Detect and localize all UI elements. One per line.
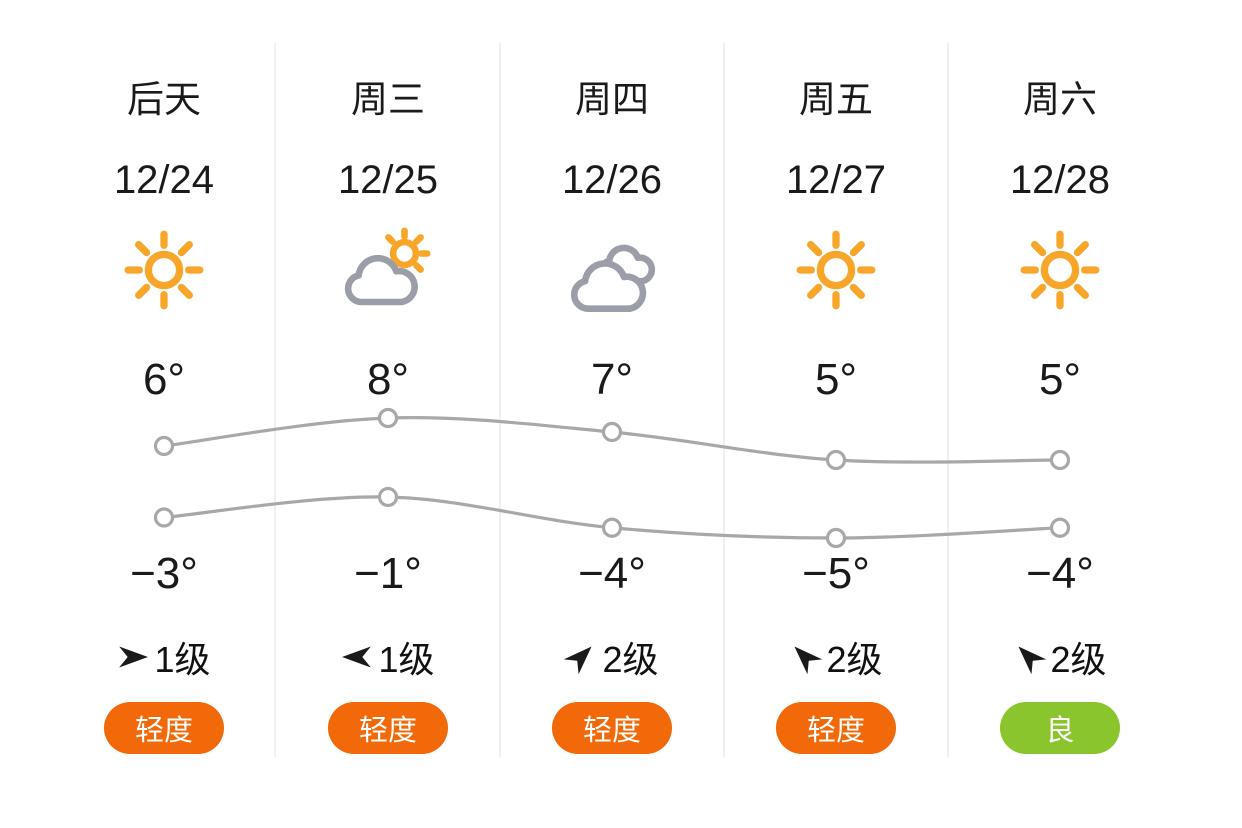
wind-info: 2级 [724,634,948,680]
high-temp: 6° [142,355,186,404]
forecast-day-column[interactable]: 后天 12/24 6° −3° 1级 轻度 [52,0,276,790]
weather-icon [724,226,948,314]
forecast-day-column[interactable]: 周三 12/25 8° −1° 1级 轻度 [276,0,500,790]
low-temp: −3° [130,549,198,598]
wind-level: 1级 [378,639,435,680]
wind-level: 1级 [154,639,211,680]
wind-level: 2级 [602,639,659,680]
date-label: 12/24 [113,158,215,202]
column-divider [723,43,725,757]
sunny-icon [792,226,880,314]
high-temp: 8° [366,355,410,404]
column-divider [499,43,501,757]
date-label: 12/27 [785,158,887,202]
wind-direction-icon [117,645,149,669]
high-temp: 5° [1038,355,1082,404]
aqi-badge[interactable]: 轻度 [328,702,448,754]
high-temp: 5° [814,355,858,404]
aqi-badge[interactable]: 轻度 [776,702,896,754]
low-temp: −1° [354,549,422,598]
low-temp: −4° [1026,549,1094,598]
weather-icon [276,226,500,314]
day-label: 周六 [1023,79,1097,120]
date-label: 12/28 [1009,158,1111,202]
column-divider [274,43,276,757]
aqi-badge[interactable]: 轻度 [104,702,224,754]
day-label: 周四 [575,79,649,120]
forecast-day-column[interactable]: 周五 12/27 5° −5° 2级 轻度 [724,0,948,790]
column-divider [947,43,949,757]
sunny-icon [120,226,208,314]
wind-direction-icon [341,645,373,669]
day-label: 周五 [799,79,873,120]
aqi-badge[interactable]: 良 [1000,702,1120,754]
forecast-day-column[interactable]: 周六 12/28 5° −4° 2级 良 [948,0,1172,790]
date-label: 12/26 [561,158,663,202]
weather-icon [500,226,724,314]
wind-level: 2级 [826,639,883,680]
wind-info: 2级 [948,634,1172,680]
wind-info: 2级 [500,634,724,680]
wind-level: 2级 [1050,639,1107,680]
cloudy-icon [568,226,656,314]
weather-icon [948,226,1172,314]
day-label: 周三 [351,79,425,120]
weather-icon [52,226,276,314]
low-temp: −5° [802,549,870,598]
low-temp: −4° [578,549,646,598]
wind-direction-icon [1013,645,1045,669]
forecast-day-column[interactable]: 周四 12/26 7° −4° 2级 轻度 [500,0,724,790]
wind-direction-icon [565,645,597,669]
date-label: 12/25 [337,158,439,202]
wind-info: 1级 [276,634,500,680]
wind-info: 1级 [52,634,276,680]
partly-cloudy-icon [344,226,432,314]
sunny-icon [1016,226,1104,314]
wind-direction-icon [789,645,821,669]
high-temp: 7° [590,355,634,404]
aqi-badge[interactable]: 轻度 [552,702,672,754]
day-label: 后天 [127,79,201,120]
